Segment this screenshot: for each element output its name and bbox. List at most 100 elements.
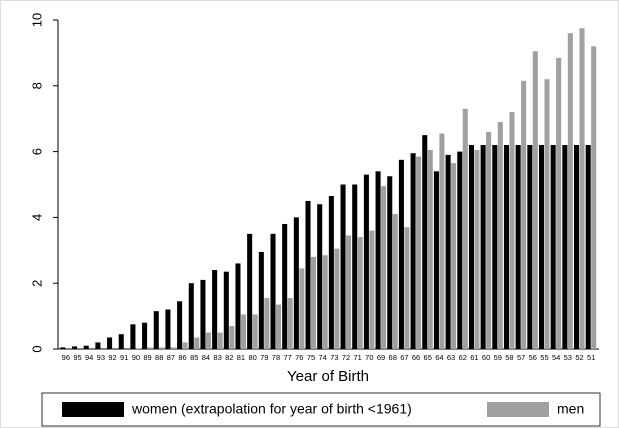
x-tick-label: 89 [143,353,151,362]
bar [404,227,410,349]
x-tick-label: 84 [202,353,210,362]
x-tick-label: 66 [412,353,420,362]
bar [159,347,165,349]
bar [492,145,498,349]
x-tick-label: 82 [225,353,233,362]
bar [486,131,492,349]
bar [153,311,159,349]
bar [60,347,66,349]
bar [544,79,550,349]
x-tick-label: 61 [470,353,478,362]
bar [509,112,515,350]
x-tick-label: 70 [365,353,373,362]
x-tick-label: 79 [260,353,268,362]
x-tick-label: 83 [213,353,221,362]
y-tick-label: 8 [29,82,44,89]
bar [264,298,270,349]
bar [468,145,474,349]
y-tick-label: 2 [29,280,44,287]
x-tick-label: 75 [307,353,315,362]
bar [369,230,375,349]
bar [270,233,276,349]
y-tick-label: 0 [29,345,44,352]
y-tick-label: 10 [29,13,44,27]
x-tick-label: 57 [517,353,525,362]
legend-label: women (extrapolation for year of birth <… [131,401,412,417]
bar [299,268,305,349]
bar [72,346,78,349]
bar [474,149,480,349]
x-tick-label: 62 [459,353,467,362]
bar [574,145,580,349]
x-tick-label: 53 [564,353,572,362]
x-tick-label: 68 [389,353,397,362]
bar [497,121,503,350]
x-tick-label: 93 [97,353,105,362]
x-tick-label: 80 [248,353,256,362]
bar [235,263,241,349]
y-tick-label: 4 [29,214,44,221]
x-tick-label: 85 [190,353,198,362]
x-tick-label: 64 [435,353,443,362]
bar [223,271,229,349]
bar [375,171,381,349]
bar [107,337,113,349]
x-tick-label: 92 [108,353,116,362]
bar [562,145,568,349]
x-tick-label: 87 [167,353,175,362]
bar [392,214,398,349]
x-tick-label: 78 [272,353,280,362]
x-tick-label: 60 [482,353,490,362]
bar [258,251,264,349]
bar [451,163,457,349]
x-tick-label: 81 [237,353,245,362]
bar [567,33,573,349]
bar [247,233,253,349]
bar [305,200,311,349]
bar [317,204,323,349]
bar [142,322,148,349]
bar [334,248,340,349]
bar [182,342,188,349]
bar [252,314,258,349]
bar [147,347,153,349]
x-tick-label: 55 [540,353,548,362]
y-tick-label: 6 [29,148,44,155]
x-tick-label: 88 [155,353,163,362]
bar [503,145,510,349]
bar [398,159,404,349]
bar [381,186,387,349]
x-tick-label: 65 [424,353,432,362]
bar [83,345,89,349]
x-tick-label: 94 [85,353,93,362]
bar [310,256,317,349]
bar [205,332,211,349]
bar [170,347,176,349]
bar [480,145,486,349]
bar [352,184,358,349]
bar [357,237,363,349]
x-tick-label: 74 [318,353,326,362]
bar [328,196,334,349]
bar [229,325,235,349]
bar [275,304,282,349]
bar [387,176,393,349]
x-tick-label: 59 [494,353,502,362]
x-tick-label: 63 [447,353,455,362]
x-tick-label: 67 [400,353,408,362]
bar [188,283,194,349]
x-tick-label: 54 [552,353,560,362]
legend-label: men [557,401,584,417]
bar [177,301,183,349]
x-tick-label: 96 [62,353,70,362]
x-tick-label: 52 [575,353,583,362]
x-tick-label: 91 [120,353,128,362]
bar [427,149,433,349]
bar [579,28,585,349]
bar [410,153,416,349]
x-tick-label: 51 [587,353,595,362]
bar [591,46,597,349]
legend-swatch [487,402,549,417]
x-tick-label: 77 [283,353,291,362]
